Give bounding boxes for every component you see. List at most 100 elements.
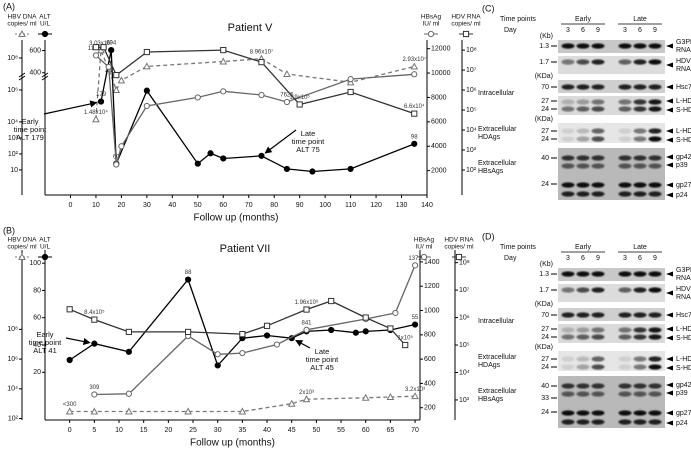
data-point (347, 165, 354, 173)
y-tick-label: 800 (424, 332, 436, 339)
day-label: 3 (623, 255, 627, 262)
x-tick-label: 15 (140, 427, 148, 434)
blot-band (648, 84, 662, 90)
blot-image (558, 40, 665, 53)
group-label: Early (575, 16, 591, 23)
target-label: RNA (676, 294, 691, 301)
annotation: time point (14, 125, 47, 134)
group-label: Late (633, 16, 647, 23)
data-point (184, 328, 192, 336)
value-label: 8.96x10⁷ (250, 48, 274, 55)
y-axis-title: U/L (40, 21, 51, 28)
blot-band (576, 356, 590, 362)
section-label: Extracellular (478, 354, 517, 361)
data-point (411, 110, 418, 117)
size-marker: 24 (541, 106, 549, 113)
size-marker: 24 (541, 136, 549, 143)
blot-band (591, 364, 605, 370)
blot-band (561, 327, 575, 333)
blot-image (558, 96, 665, 115)
blot-band (648, 136, 662, 142)
blot-band (591, 59, 605, 65)
target-label: HDV (676, 58, 691, 65)
blot-band (633, 391, 647, 397)
annotation: time point (292, 137, 325, 146)
data-point (411, 71, 418, 78)
target-label: G3PDH (676, 39, 691, 46)
size-marker: 27 (541, 326, 549, 333)
unit-label: (KDa) (535, 116, 553, 123)
blot-band (618, 155, 632, 161)
blot-band (648, 312, 662, 318)
series-line (69, 395, 416, 413)
data-point (263, 332, 271, 339)
target-arrow (666, 335, 673, 341)
data-point (194, 94, 201, 101)
size-marker: 27 (541, 98, 549, 105)
blot-band (648, 419, 662, 425)
annotation: ALT 41 (33, 346, 57, 355)
x-tick-label: 10 (115, 427, 123, 434)
size-marker: 40 (541, 155, 549, 162)
target-arrow (666, 107, 673, 113)
legend-marker (18, 252, 26, 260)
axis-break (18, 72, 26, 78)
unit-label: (KDa) (535, 73, 553, 80)
y-tick-label: 200 (424, 405, 436, 412)
target-arrow (666, 62, 673, 68)
data-point (328, 326, 335, 334)
target-label: gp27 (676, 410, 691, 417)
size-marker: 1.7 (539, 287, 549, 294)
blot-band (648, 191, 662, 197)
data-point (125, 348, 132, 355)
target-arrow (666, 326, 673, 332)
blot-band (648, 334, 662, 340)
x-tick-label: 45 (288, 427, 296, 434)
data-point (402, 341, 409, 349)
data-point (112, 85, 121, 93)
legend-marker (41, 253, 49, 261)
axis-break (18, 75, 26, 81)
section-label: Extracellular (478, 388, 517, 395)
section-label: Extracellular (478, 160, 517, 167)
value-label: 88 (185, 270, 192, 276)
y-tick-label: 10⁶ (7, 356, 18, 363)
y-axis-title: HBV DNA (8, 237, 38, 244)
target-label: L-HDAg (676, 326, 691, 333)
blot-band (576, 287, 590, 293)
target-arrow (666, 290, 673, 296)
blot-band (618, 163, 632, 169)
blot-band (618, 271, 632, 277)
data-point (361, 393, 370, 401)
data-point (184, 276, 192, 283)
blot-band (576, 419, 590, 425)
blot-band (561, 191, 575, 197)
value-label: 3.2x10³ (405, 387, 425, 393)
blot-band (561, 287, 575, 293)
blot-band (633, 327, 647, 333)
blot-band (561, 43, 575, 49)
y-tick-label: 10⁶ (466, 87, 477, 94)
section-label: Extracellular (478, 126, 517, 133)
data-point (352, 329, 359, 336)
blot-band (618, 327, 632, 333)
x-tick-label: 80 (270, 202, 278, 209)
blot-band (633, 106, 647, 112)
blot-band (576, 106, 590, 112)
y-tick-label: 1000 (424, 307, 440, 314)
blot-band (576, 136, 590, 142)
x-tick-label: 35 (238, 427, 246, 434)
blot-band (633, 312, 647, 318)
series-line (95, 50, 415, 120)
target-label: p39 (676, 390, 688, 397)
target-label: RNA (676, 47, 691, 54)
section-label: HDAgs (478, 362, 501, 369)
y-tick-label: 10³ (459, 397, 470, 404)
blot-band (633, 364, 647, 370)
data-point (273, 341, 281, 348)
y-axis-title: HBV DNA (8, 14, 38, 21)
blot-image (558, 308, 665, 321)
legend-marker (462, 30, 470, 38)
target-arrow (666, 162, 673, 168)
data-point (97, 98, 105, 105)
